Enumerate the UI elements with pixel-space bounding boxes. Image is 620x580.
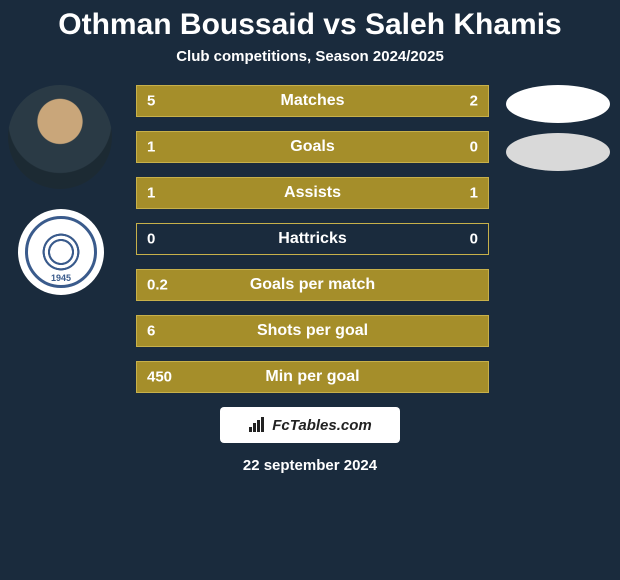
barchart-icon (248, 417, 266, 433)
stat-row: 6 Shots per goal (136, 315, 489, 347)
stat-value-right: 2 (470, 93, 478, 110)
right-ovals (506, 85, 610, 181)
stat-value-right: 0 (470, 139, 478, 156)
player1-club-logo: 1945 (18, 209, 104, 295)
stat-value-left: 1 (147, 185, 155, 202)
stat-value-left: 0 (147, 231, 155, 248)
stat-row: 450 Min per goal (136, 361, 489, 393)
player1-avatar (8, 85, 112, 189)
club-logo-ring: 1945 (25, 216, 97, 288)
soccer-ball-icon (42, 233, 80, 271)
left-avatars: 1945 (8, 85, 118, 295)
stats-bars: 5 2 Matches 1 0 Goals 1 1 Assists 0 0 Hattricks 0.2 G… (136, 85, 489, 393)
player2-club-placeholder (506, 133, 610, 171)
stat-label: Min per goal (265, 368, 359, 386)
stat-value-left: 0.2 (147, 277, 168, 294)
comparison-title: Othman Boussaid vs Saleh Khamis (0, 0, 620, 42)
stat-label: Assists (284, 184, 341, 202)
snapshot-date: 22 september 2024 (0, 457, 620, 474)
stat-value-left: 6 (147, 323, 155, 340)
stat-label: Goals per match (250, 276, 375, 294)
comparison-subtitle: Club competitions, Season 2024/2025 (0, 48, 620, 65)
player2-avatar-placeholder (506, 85, 610, 123)
stat-row: 1 1 Assists (136, 177, 489, 209)
site-badge: FcTables.com (220, 407, 400, 443)
stat-label: Hattricks (278, 230, 346, 248)
stat-row: 0.2 Goals per match (136, 269, 489, 301)
club-founding-year: 1945 (51, 273, 71, 283)
stat-value-right: 0 (470, 231, 478, 248)
stat-label: Matches (280, 92, 344, 110)
stat-row: 0 0 Hattricks (136, 223, 489, 255)
site-name: FcTables.com (272, 417, 371, 434)
stat-row: 5 2 Matches (136, 85, 489, 117)
stat-value-right: 1 (470, 185, 478, 202)
comparison-content: 1945 5 2 Matches 1 0 Goals 1 1 Assists 0 0 Hattrick… (0, 85, 620, 393)
stat-value-left: 450 (147, 369, 172, 386)
stat-value-left: 5 (147, 93, 155, 110)
stat-value-left: 1 (147, 139, 155, 156)
stat-row: 1 0 Goals (136, 131, 489, 163)
stat-label: Goals (290, 138, 334, 156)
stat-label: Shots per goal (257, 322, 368, 340)
